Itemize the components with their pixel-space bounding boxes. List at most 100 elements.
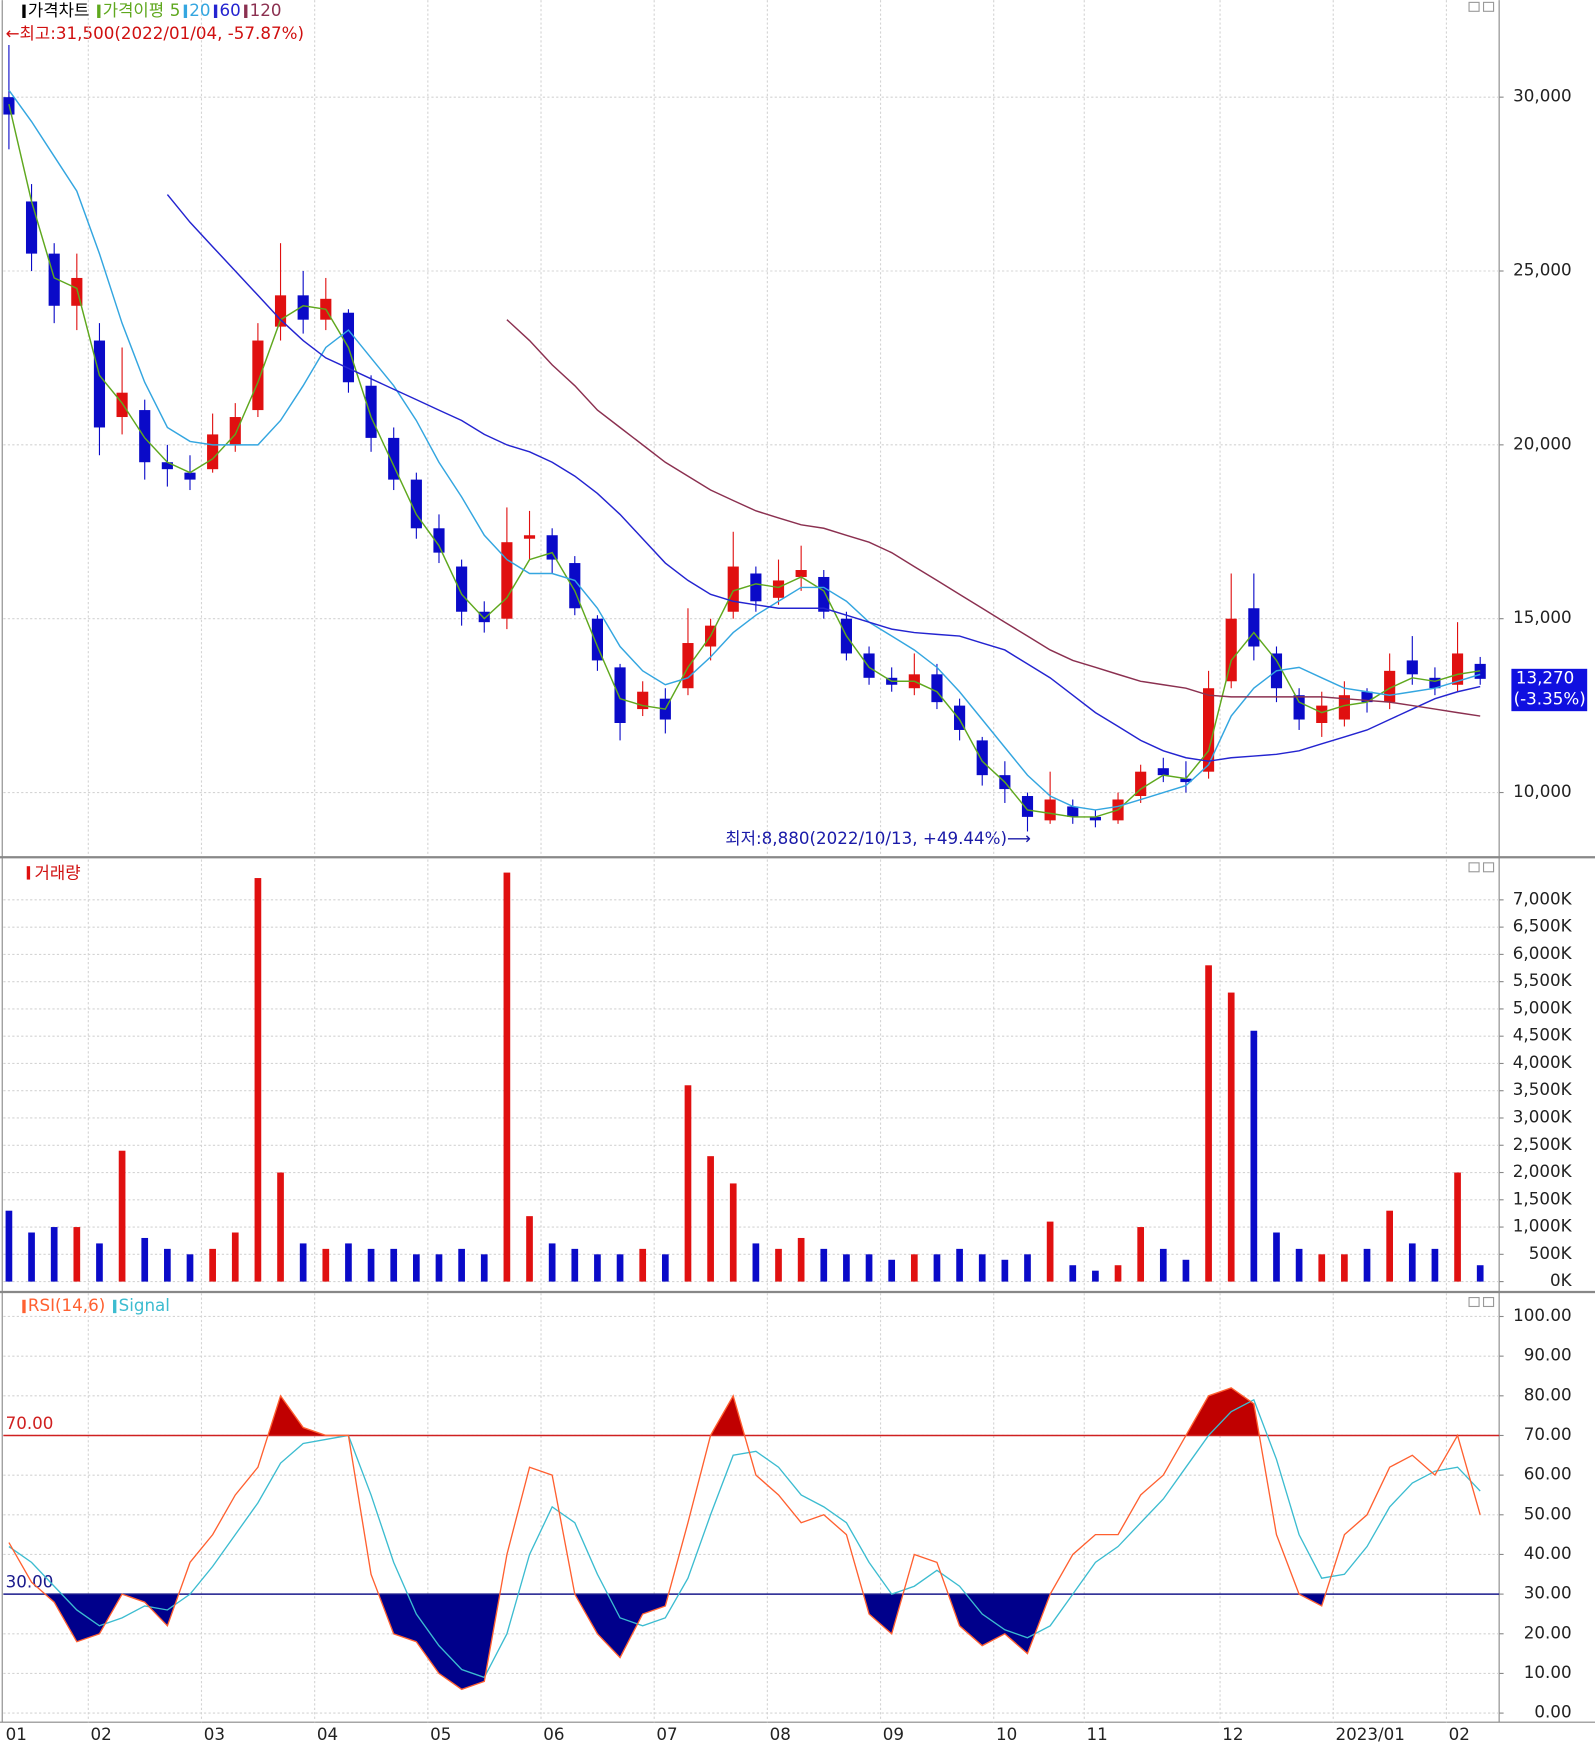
volume-bar: [1431, 1248, 1439, 1282]
y-tick-label: 70.00: [1524, 1424, 1572, 1444]
candle-body: [478, 611, 490, 623]
legend-marker: [183, 4, 188, 18]
oversold-fill: [8, 1594, 1481, 1690]
volume-bar: [503, 872, 511, 1282]
volume-bar: [277, 1172, 284, 1282]
volume-bar: [73, 1227, 81, 1282]
volume-bar: [910, 1254, 918, 1282]
x-tick-label: 2023/01: [1335, 1724, 1404, 1744]
volume-bar: [1046, 1221, 1054, 1282]
volume-bar: [164, 1248, 171, 1282]
reference-label: 70.00: [6, 1413, 54, 1433]
legend-label: Signal: [119, 1295, 170, 1315]
y-tick-label: 30,000: [1513, 86, 1571, 106]
panel-button[interactable]: [1468, 1296, 1480, 1308]
candle-body: [410, 479, 422, 529]
volume-bar: [639, 1248, 647, 1282]
y-tick-label: 90.00: [1524, 1345, 1572, 1365]
legend-label: 5: [170, 0, 181, 20]
legend-marker: [26, 866, 31, 880]
volume-bar: [1341, 1254, 1348, 1282]
y-tick-label: 40.00: [1524, 1543, 1572, 1563]
legend-marker: [244, 4, 248, 18]
y-tick-label: 7,000K: [1513, 888, 1573, 908]
panel-button[interactable]: [1482, 1, 1495, 12]
y-tick-label: 10,000: [1513, 781, 1571, 801]
candle-body: [93, 340, 106, 428]
panel-button[interactable]: [1468, 862, 1480, 873]
candle-body: [71, 277, 83, 306]
candle-body: [297, 295, 309, 320]
panel-button[interactable]: [1482, 862, 1495, 873]
panel-button[interactable]: [1482, 1296, 1495, 1308]
low-annotation: 최저:8,880(2022/10/13, +49.44%)⟶: [725, 828, 1031, 848]
y-tick-label: 3,500K: [1513, 1079, 1573, 1099]
candle-body: [388, 437, 400, 480]
ma-line: [506, 319, 1481, 717]
y-tick-label: 2,500K: [1513, 1134, 1573, 1154]
volume-bar: [594, 1254, 601, 1282]
y-tick-label: 20,000: [1513, 433, 1571, 453]
candle-body: [1384, 670, 1396, 703]
y-tick-label: 80.00: [1524, 1384, 1572, 1404]
rsi-line: [8, 1398, 1481, 1679]
candle-body: [1021, 796, 1034, 817]
volume-bar: [1001, 1259, 1009, 1282]
candle-body: [1451, 653, 1464, 685]
y-tick-label: 60.00: [1524, 1464, 1572, 1484]
volume-bar: [616, 1254, 624, 1282]
candle-body: [1406, 660, 1418, 675]
y-tick-label: 100.00: [1513, 1305, 1571, 1325]
x-tick-label: 04: [317, 1724, 338, 1744]
volume-bar: [390, 1248, 398, 1282]
y-tick-label: 1,000K: [1513, 1216, 1573, 1236]
candle-body: [184, 472, 196, 480]
candle-body: [1203, 688, 1215, 772]
volume-bar: [231, 1232, 239, 1282]
y-tick-label: 0K: [1550, 1270, 1573, 1290]
candle-body: [501, 542, 513, 619]
panel-button[interactable]: [1468, 1, 1480, 12]
volume-bar: [28, 1232, 35, 1282]
volume-bar: [254, 878, 262, 1282]
legend-marker: [97, 4, 101, 18]
legend-label: RSI(14,6): [28, 1295, 105, 1315]
candle-body: [1293, 695, 1305, 720]
volume-bar: [1295, 1248, 1303, 1282]
volume-bar: [5, 1210, 13, 1282]
x-tick-label: 11: [1086, 1724, 1107, 1744]
volume-bar: [1363, 1248, 1371, 1282]
candle-body: [727, 566, 739, 612]
volume-bar: [1137, 1227, 1145, 1282]
candle-body: [546, 535, 558, 560]
volume-bar: [209, 1248, 216, 1282]
panel-buttons: [1468, 1, 1495, 1308]
candle-body: [772, 580, 785, 598]
x-tick-label: 10: [996, 1724, 1017, 1744]
x-tick-label: 06: [543, 1724, 564, 1744]
volume-bar: [707, 1156, 714, 1282]
y-tick-label: 2,000K: [1513, 1161, 1573, 1181]
candle-body: [1135, 771, 1147, 797]
legend-label: 가격이평: [103, 0, 164, 20]
x-tick-label: 02: [1449, 1724, 1470, 1744]
volume-bar: [1227, 992, 1235, 1282]
volume-bar: [367, 1248, 375, 1282]
candle-body: [1180, 778, 1192, 783]
last-change: (-3.35%): [1514, 689, 1586, 709]
candle-body: [1429, 677, 1441, 689]
volume-bar: [1476, 1265, 1484, 1282]
volume-bar: [1318, 1254, 1326, 1282]
y-tick-label: 25,000: [1513, 260, 1571, 280]
candle-body: [433, 528, 445, 553]
candle-body: [139, 410, 151, 463]
volume-bar: [1182, 1259, 1190, 1282]
y-tick-label: 6,500K: [1513, 916, 1573, 936]
volume-bar: [1408, 1243, 1416, 1282]
candle-body: [682, 643, 694, 689]
legend-label: 120: [250, 0, 282, 20]
candle-body: [637, 691, 649, 710]
volume-bar: [684, 1085, 692, 1282]
y-tick-label: 3,000K: [1513, 1106, 1573, 1126]
